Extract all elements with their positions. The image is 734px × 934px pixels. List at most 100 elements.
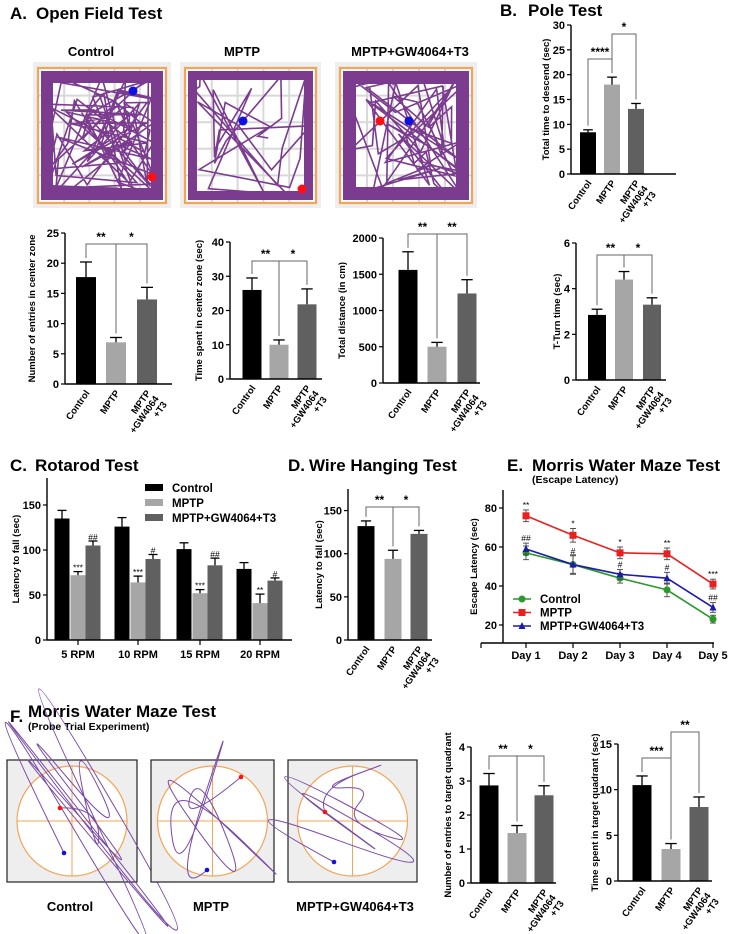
y-tick-label: 10	[600, 785, 612, 797]
x-tick-label: MPTP	[594, 178, 619, 206]
y-tick-label: 40	[485, 581, 497, 593]
category-label: MPTP+GW4064+T3	[517, 887, 567, 934]
panel-b-label: B.	[500, 1, 517, 20]
y-tick-label: 0	[459, 878, 465, 890]
x-tick-label: Control	[620, 885, 648, 919]
point-marker-circle	[518, 595, 526, 603]
point-marker-square	[518, 609, 526, 616]
wire-hanging-chart: Control MPTP MPTP+GW4064+T3 0 50 100 150 Latenc…	[314, 489, 442, 698]
open-field-group-combo: MPTP+GW4064+T3	[351, 44, 469, 59]
y-tick-label: 10	[553, 119, 565, 131]
category-label: MPTP	[98, 388, 123, 416]
x-tick-label: MPTP	[653, 885, 678, 913]
category-label: Control	[386, 387, 414, 421]
y-tick-label: 5	[606, 830, 612, 842]
bar	[114, 526, 130, 640]
bar	[588, 314, 606, 380]
significance-label: *	[129, 230, 134, 244]
significance-label: ##	[210, 549, 220, 559]
y-tick-label: 20	[212, 306, 224, 318]
probe-group-mptp: MPTP	[193, 899, 229, 914]
bar	[457, 293, 477, 383]
legend-label: MPTP	[172, 498, 204, 510]
start-marker	[238, 774, 244, 780]
bar	[267, 580, 283, 640]
bar	[384, 558, 402, 640]
significance-label: ##	[88, 532, 98, 542]
bar	[252, 603, 268, 640]
y-tick-label: 3	[459, 776, 465, 788]
x-tick-label: MPTP	[261, 383, 286, 411]
category-label: MPTP	[499, 887, 524, 915]
y-tick-label: 0	[336, 635, 342, 647]
category-label: MPTP	[653, 885, 678, 913]
category-label-line: Control	[64, 388, 92, 422]
x-tick-label: MPTP+GW4064+T3	[392, 644, 442, 698]
y-tick-label: 30	[212, 271, 224, 283]
start-marker	[147, 172, 157, 182]
y-tick-label: 0	[371, 378, 377, 390]
y-tick-label: 5	[53, 349, 59, 361]
point-marker-triangle	[616, 570, 624, 578]
category-label-line: Control	[386, 387, 414, 421]
panel-f-title: Morris Water Maze Test	[28, 702, 216, 721]
y-tick-label: 50	[29, 590, 41, 602]
bar	[85, 545, 101, 640]
y-axis-label: Latency to fall (sec)	[11, 515, 22, 604]
x-tick-label: MPTP+GW4064+T3	[128, 388, 170, 436]
bar	[615, 279, 633, 380]
category-label-line: Control	[566, 178, 594, 212]
y-tick-label: 100	[324, 549, 342, 561]
significance-label: **	[96, 230, 106, 244]
bar	[192, 593, 208, 640]
open-field-track-combo	[335, 62, 477, 208]
probe-group-control: Control	[47, 899, 93, 914]
y-axis-label: Time spent in target quadrant (sec)	[590, 733, 601, 891]
x-tick-label: Day 4	[652, 650, 682, 662]
bar	[507, 833, 527, 883]
category-label: MPTP	[261, 383, 286, 411]
start-marker	[297, 184, 307, 194]
y-tick-label: 20	[485, 620, 497, 632]
x-tick-label: MPTP	[419, 387, 444, 415]
rotarod-chart: *** ****** **### ###5 RPM 10 RPM 15 RPM 20 RPM…	[11, 478, 292, 661]
bar	[106, 342, 126, 384]
point-marker-triangle	[522, 544, 530, 552]
bar	[357, 526, 375, 640]
category-label: MPTP+GW4064+T3	[392, 644, 442, 698]
y-tick-label: 15	[47, 288, 59, 300]
bar	[130, 582, 146, 640]
bar	[137, 299, 157, 384]
y-axis-label: Number of entries in center zone	[27, 235, 38, 383]
category-label: MPTP	[594, 178, 619, 206]
thigmotaxis-track	[188, 71, 313, 200]
category-label-line: Control	[575, 384, 603, 418]
category-label-line: Control	[467, 887, 495, 921]
bar	[534, 795, 554, 883]
movement-track	[193, 71, 313, 196]
x-tick-label: Control	[230, 383, 258, 417]
y-tick-label: 4	[564, 284, 571, 296]
end-marker	[404, 116, 414, 126]
point-marker-circle	[709, 615, 717, 623]
significance-label: *	[636, 241, 641, 255]
category-label-line: MPTP	[606, 384, 631, 412]
category-label-line: MPTP	[98, 388, 123, 416]
category-label: Control	[620, 885, 648, 919]
significance-label: #	[618, 559, 623, 569]
category-label: MPTP	[606, 384, 631, 412]
arena-border	[36, 66, 168, 205]
significance-bracket	[623, 254, 653, 294]
legend-label: Control	[172, 483, 213, 495]
category-label-line: MPTP	[499, 887, 524, 915]
significance-label: **	[447, 220, 457, 234]
x-tick-label: 15 RPM	[180, 649, 220, 661]
legend-swatch	[145, 499, 163, 506]
significance-label: *	[622, 20, 627, 34]
legend-label: MPTP+GW4064+T3	[172, 513, 276, 525]
y-tick-label: 20	[553, 70, 565, 82]
thigmotaxis-track	[343, 71, 469, 200]
bar	[643, 304, 661, 380]
y-tick-label: 5	[559, 144, 565, 156]
